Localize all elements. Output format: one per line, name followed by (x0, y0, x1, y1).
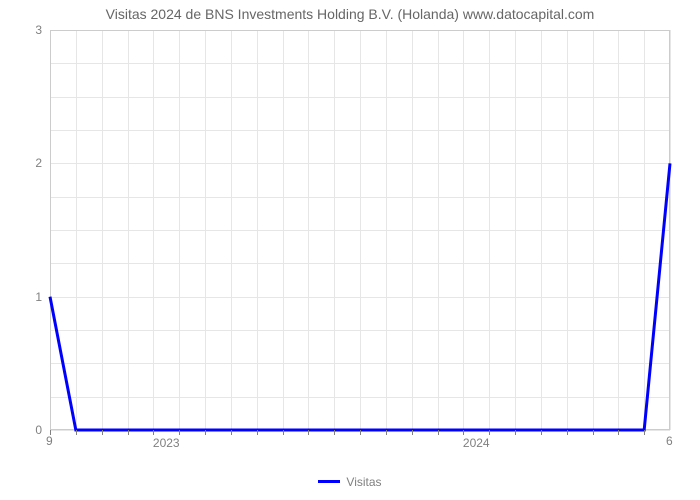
x-minor-tick (334, 430, 335, 435)
y-tick-label: 2 (35, 156, 42, 170)
x-minor-tick (283, 430, 284, 435)
x-tick-label: 2024 (463, 436, 490, 450)
x-minor-tick (438, 430, 439, 435)
x-minor-tick (593, 430, 594, 435)
x-tick-label: 2023 (153, 436, 180, 450)
x-minor-tick (153, 430, 154, 435)
x-minor-tick (128, 430, 129, 435)
x-minor-tick (644, 430, 645, 435)
x-minor-tick (257, 430, 258, 435)
legend-swatch (318, 480, 340, 483)
x-minor-tick (489, 430, 490, 435)
chart-title: Visitas 2024 de BNS Investments Holding … (0, 6, 700, 22)
x-minor-tick (567, 430, 568, 435)
legend-label: Visitas (346, 475, 381, 489)
x-minor-tick (541, 430, 542, 435)
x-minor-tick (386, 430, 387, 435)
x-minor-tick (412, 430, 413, 435)
x-minor-tick (102, 430, 103, 435)
plot-area: 012320232024 (50, 30, 670, 430)
y-tick-label: 3 (35, 23, 42, 37)
x-minor-tick (179, 430, 180, 435)
x-corner-right-label: 6 (666, 434, 673, 448)
x-minor-tick (205, 430, 206, 435)
x-minor-tick (515, 430, 516, 435)
x-minor-tick (308, 430, 309, 435)
x-minor-tick (618, 430, 619, 435)
x-corner-left-label: 9 (46, 434, 53, 448)
line-series (50, 30, 670, 430)
y-tick-label: 1 (35, 290, 42, 304)
x-minor-tick (360, 430, 361, 435)
legend-item: Visitas (318, 475, 381, 489)
x-minor-tick (231, 430, 232, 435)
gridline-vertical (670, 30, 671, 430)
x-minor-tick (76, 430, 77, 435)
x-minor-tick (463, 430, 464, 435)
legend: Visitas (0, 470, 700, 489)
y-tick-label: 0 (35, 423, 42, 437)
series-line (50, 163, 670, 430)
